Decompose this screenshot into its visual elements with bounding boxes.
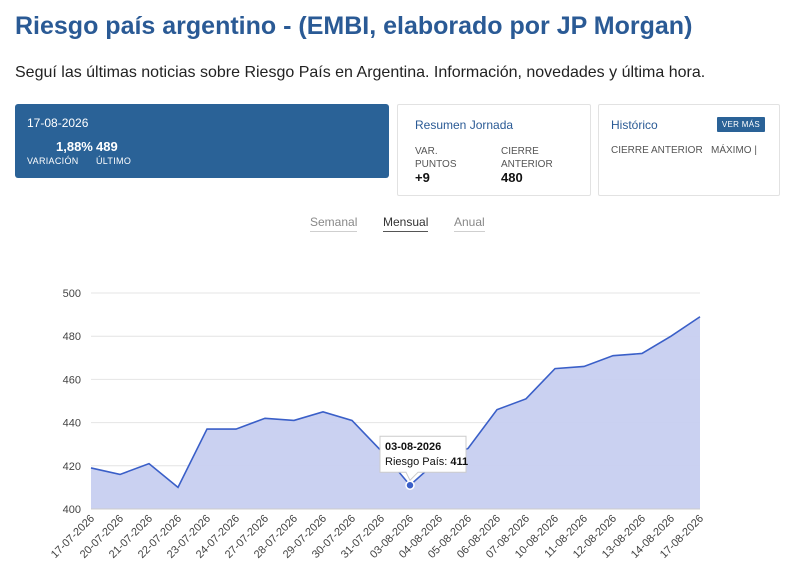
- data-point: [292, 418, 296, 422]
- y-tick-label: 420: [63, 461, 81, 473]
- tooltip-value: Riesgo País: 411: [385, 456, 468, 468]
- historico-title: Histórico: [611, 118, 658, 132]
- data-point: [263, 416, 267, 420]
- summary-card: 17-08-2026 1,88% VARIACIÓN 489 ÚLTIMO: [15, 104, 389, 178]
- data-point: [553, 367, 557, 371]
- period-tabs: Semanal Mensual Anual: [0, 215, 790, 235]
- variation-label: VARIACIÓN: [27, 156, 79, 166]
- tooltip: 03-08-2026 Riesgo País: 411: [379, 435, 468, 482]
- tab-mensual[interactable]: Mensual: [383, 215, 429, 232]
- data-point: [524, 397, 528, 401]
- tooltip-date: 03-08-2026: [385, 441, 441, 453]
- cierre-anterior-label: CIERRE ANTERIOR: [501, 146, 553, 170]
- tab-anual[interactable]: Anual: [454, 215, 485, 232]
- historico-cierre-anterior-label: CIERRE ANTERIOR: [611, 145, 703, 156]
- y-tick-label: 460: [63, 374, 81, 386]
- page-subtitle: Seguí las últimas noticias sobre Riesgo …: [15, 64, 706, 81]
- highlighted-point: [405, 480, 415, 490]
- data-point: [611, 354, 615, 358]
- tab-semanal[interactable]: Semanal: [310, 215, 358, 232]
- jornada-card: Resumen Jornada VAR. PUNTOS +9 CIERRE AN…: [397, 104, 591, 196]
- historico-maximo-label: MÁXIMO |: [711, 145, 757, 156]
- last-value: 489: [96, 139, 118, 154]
- data-point: [698, 315, 702, 319]
- variation-value: 1,88%: [56, 139, 93, 154]
- data-point: [234, 427, 238, 431]
- var-puntos-value: +9: [415, 170, 430, 185]
- y-tick-label: 500: [63, 288, 81, 300]
- historico-card: Histórico VER MÁS CIERRE ANTERIOR MÁXIMO…: [598, 104, 780, 196]
- last-label: ÚLTIMO: [96, 156, 132, 166]
- data-point: [176, 485, 180, 489]
- data-point: [350, 418, 354, 422]
- data-point: [89, 466, 93, 470]
- data-point: [669, 334, 673, 338]
- data-point: [582, 364, 586, 368]
- data-point: [495, 408, 499, 412]
- y-tick-label: 400: [63, 504, 81, 516]
- y-tick-label: 440: [63, 418, 81, 430]
- tooltip-box: [379, 435, 467, 482]
- data-point: [466, 447, 470, 451]
- jornada-title: Resumen Jornada: [415, 118, 514, 132]
- data-point: [118, 472, 122, 476]
- riesgo-pais-chart: 40042044046048050017-07-202620-07-202621…: [49, 288, 706, 561]
- ver-mas-button[interactable]: VER MÁS: [716, 117, 765, 132]
- cierre-anterior-value: 480: [501, 170, 523, 185]
- summary-date: 17-08-2026: [27, 116, 89, 130]
- y-tick-label: 480: [63, 331, 81, 343]
- series-area: [91, 316, 700, 509]
- data-point: [205, 427, 209, 431]
- data-point: [640, 351, 644, 355]
- var-puntos-label: VAR. PUNTOS: [415, 146, 457, 170]
- data-point: [321, 410, 325, 414]
- data-point: [147, 462, 151, 466]
- page-title: Riesgo país argentino - (EMBI, elaborado…: [15, 12, 693, 40]
